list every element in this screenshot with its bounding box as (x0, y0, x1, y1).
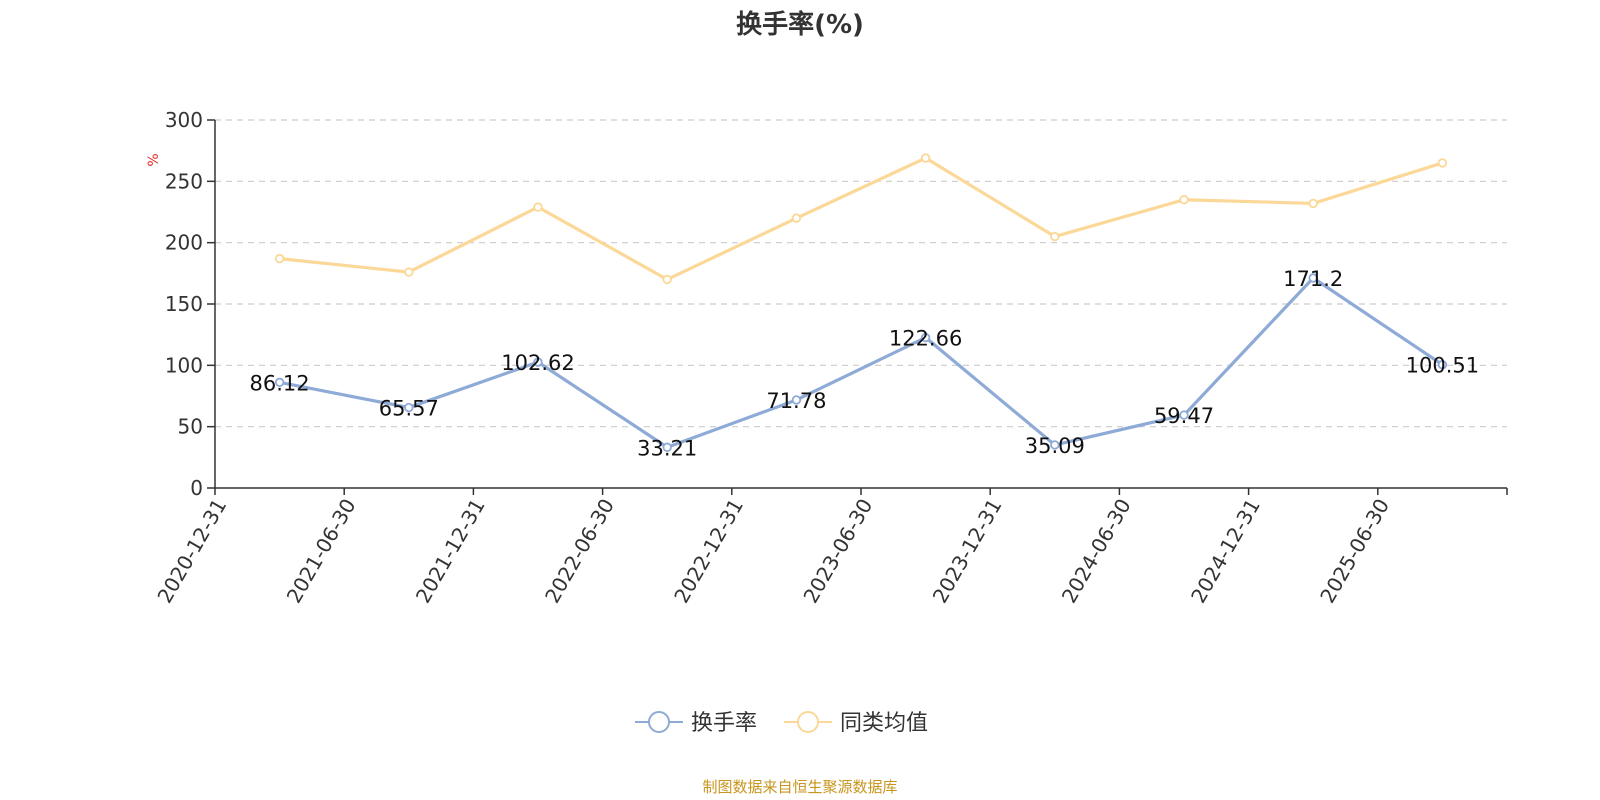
x-tick-label-5: 2023-06-30 (798, 495, 877, 608)
series-0-point-5[interactable] (920, 332, 931, 343)
series-0-data-label-7: 59.47 (1154, 404, 1214, 428)
series-0-data-label-2: 102.62 (501, 351, 574, 375)
series-line-1 (278, 156, 1445, 282)
series-0-point-7[interactable] (1179, 410, 1189, 420)
series-0-point-8[interactable] (1308, 273, 1318, 283)
series-1-point-0[interactable] (274, 253, 285, 264)
legend[interactable]: 换手率 同类均值 (635, 711, 928, 736)
chart-title: 换手率(%) (736, 9, 864, 40)
x-tick-label-8: 2024-12-31 (1186, 495, 1265, 608)
series-1-point-6[interactable] (1050, 231, 1060, 242)
series-1-point-1[interactable] (404, 267, 414, 277)
series-0-point-1[interactable] (404, 402, 414, 413)
series-0-data-label-3: 33.21 (637, 436, 697, 460)
y-axis-unit-label: % (146, 153, 162, 166)
x-tick-label-2: 2021-12-31 (411, 495, 490, 608)
series-0-point-4[interactable] (791, 395, 802, 405)
legend-item-1[interactable]: 同类均值 (784, 711, 928, 736)
series-0-data-label-8: 171.2 (1283, 267, 1343, 291)
y-tick-label-0: 0 (190, 476, 203, 500)
x-tick-label-7: 2024-06-30 (1057, 495, 1136, 608)
data-source-note: 制图数据来自恒生聚源数据库 (702, 778, 897, 796)
y-tick-label-2: 100 (165, 353, 203, 377)
series-1-point-9[interactable] (1437, 158, 1448, 168)
series-0-data-label-5: 122.66 (889, 327, 962, 351)
legend-marker-0 (648, 711, 670, 733)
legend-label-1: 同类均值 (840, 711, 928, 736)
series-1-point-5[interactable] (920, 153, 931, 163)
data-labels: 86.12 65.57 102.62 33.21 71.78 122.66 35.09 59.… (250, 267, 1480, 460)
series-0-data-label-4: 71.78 (766, 389, 826, 413)
y-tick-label-4: 200 (165, 231, 203, 255)
series-0-point-3[interactable] (662, 442, 672, 452)
series-0-point-9[interactable] (1437, 360, 1448, 370)
x-tick-label-4: 2022-12-31 (669, 495, 748, 608)
series-1-point-7[interactable] (1179, 195, 1189, 205)
series-0-data-label-9: 100.51 (1406, 354, 1479, 378)
x-tick-label-6: 2023-12-31 (928, 495, 1007, 608)
series-1-point-8[interactable] (1308, 198, 1318, 209)
legend-item-0[interactable]: 换手率 (635, 711, 757, 736)
x-tick-label-9: 2025-06-30 (1315, 495, 1394, 608)
x-tick-label-3: 2022-06-30 (540, 495, 619, 608)
series-0-data-label-6: 35.09 (1025, 434, 1085, 458)
x-tick-label-1: 2021-06-30 (282, 495, 361, 608)
x-tick-label-0: 2020-12-31 (152, 495, 231, 608)
series-0-data-label-1: 65.57 (379, 397, 439, 421)
series-0-data-label-0: 86.12 (250, 371, 310, 395)
series-1-point-2[interactable] (533, 202, 543, 212)
series-0-point-6[interactable] (1050, 440, 1060, 450)
y-tick-label-6: 300 (165, 108, 203, 132)
axes: 0 50 100 150 200 250 300 2020-12-31 2021-06-30 20… (152, 108, 1508, 608)
series-0-point-0[interactable] (274, 377, 285, 388)
series-lines (274, 153, 1448, 452)
y-tick-label-1: 50 (178, 415, 203, 439)
series-line-0 (278, 276, 1445, 449)
series-1-point-4[interactable] (791, 213, 802, 223)
series-0-point-2[interactable] (533, 357, 543, 367)
y-tick-label-3: 150 (165, 292, 203, 316)
series-1-point-3[interactable] (662, 274, 672, 285)
legend-label-0: 换手率 (691, 711, 757, 736)
y-tick-label-5: 250 (165, 169, 203, 193)
legend-marker-1 (797, 711, 819, 733)
